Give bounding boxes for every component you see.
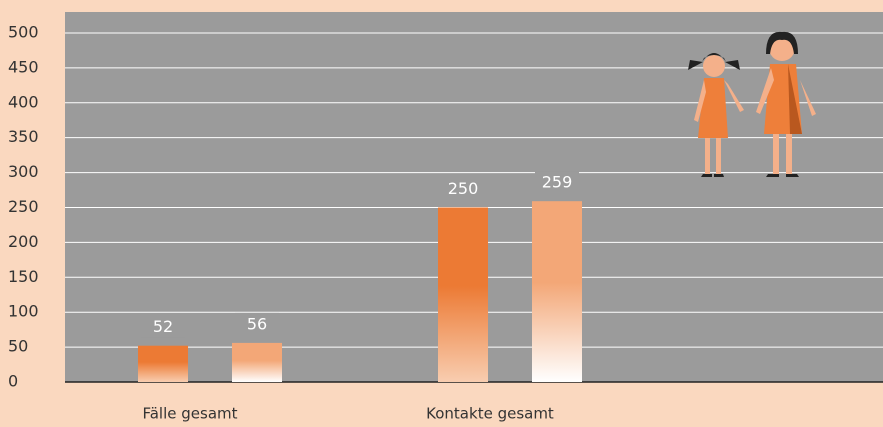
y-tick-label: 150 bbox=[8, 267, 39, 286]
value-label: 56 bbox=[247, 314, 267, 333]
x-tick-label: Kontakte gesamt bbox=[426, 405, 554, 423]
y-tick-label: 200 bbox=[8, 232, 39, 251]
y-tick-label: 500 bbox=[8, 22, 39, 41]
y-tick-label: 300 bbox=[8, 162, 39, 181]
value-label: 250 bbox=[448, 179, 479, 198]
y-tick-label: 100 bbox=[8, 302, 39, 321]
chart: 0 50 100 150 200 250 300 350 400 450 500 Fälle gesa… bbox=[0, 0, 883, 427]
bar bbox=[232, 343, 282, 382]
y-tick-label: 400 bbox=[8, 92, 39, 111]
y-tick-label: 450 bbox=[8, 57, 39, 76]
value-label: 52 bbox=[153, 317, 173, 336]
y-tick-label: 50 bbox=[8, 337, 28, 356]
y-tick-label: 250 bbox=[8, 197, 39, 216]
y-tick-label: 0 bbox=[8, 372, 18, 391]
y-tick-label: 350 bbox=[8, 127, 39, 146]
x-tick-label: Fälle gesamt bbox=[142, 405, 237, 423]
bar bbox=[532, 201, 582, 382]
value-label: 259 bbox=[542, 173, 573, 192]
bar bbox=[138, 346, 188, 382]
bar bbox=[438, 207, 488, 382]
